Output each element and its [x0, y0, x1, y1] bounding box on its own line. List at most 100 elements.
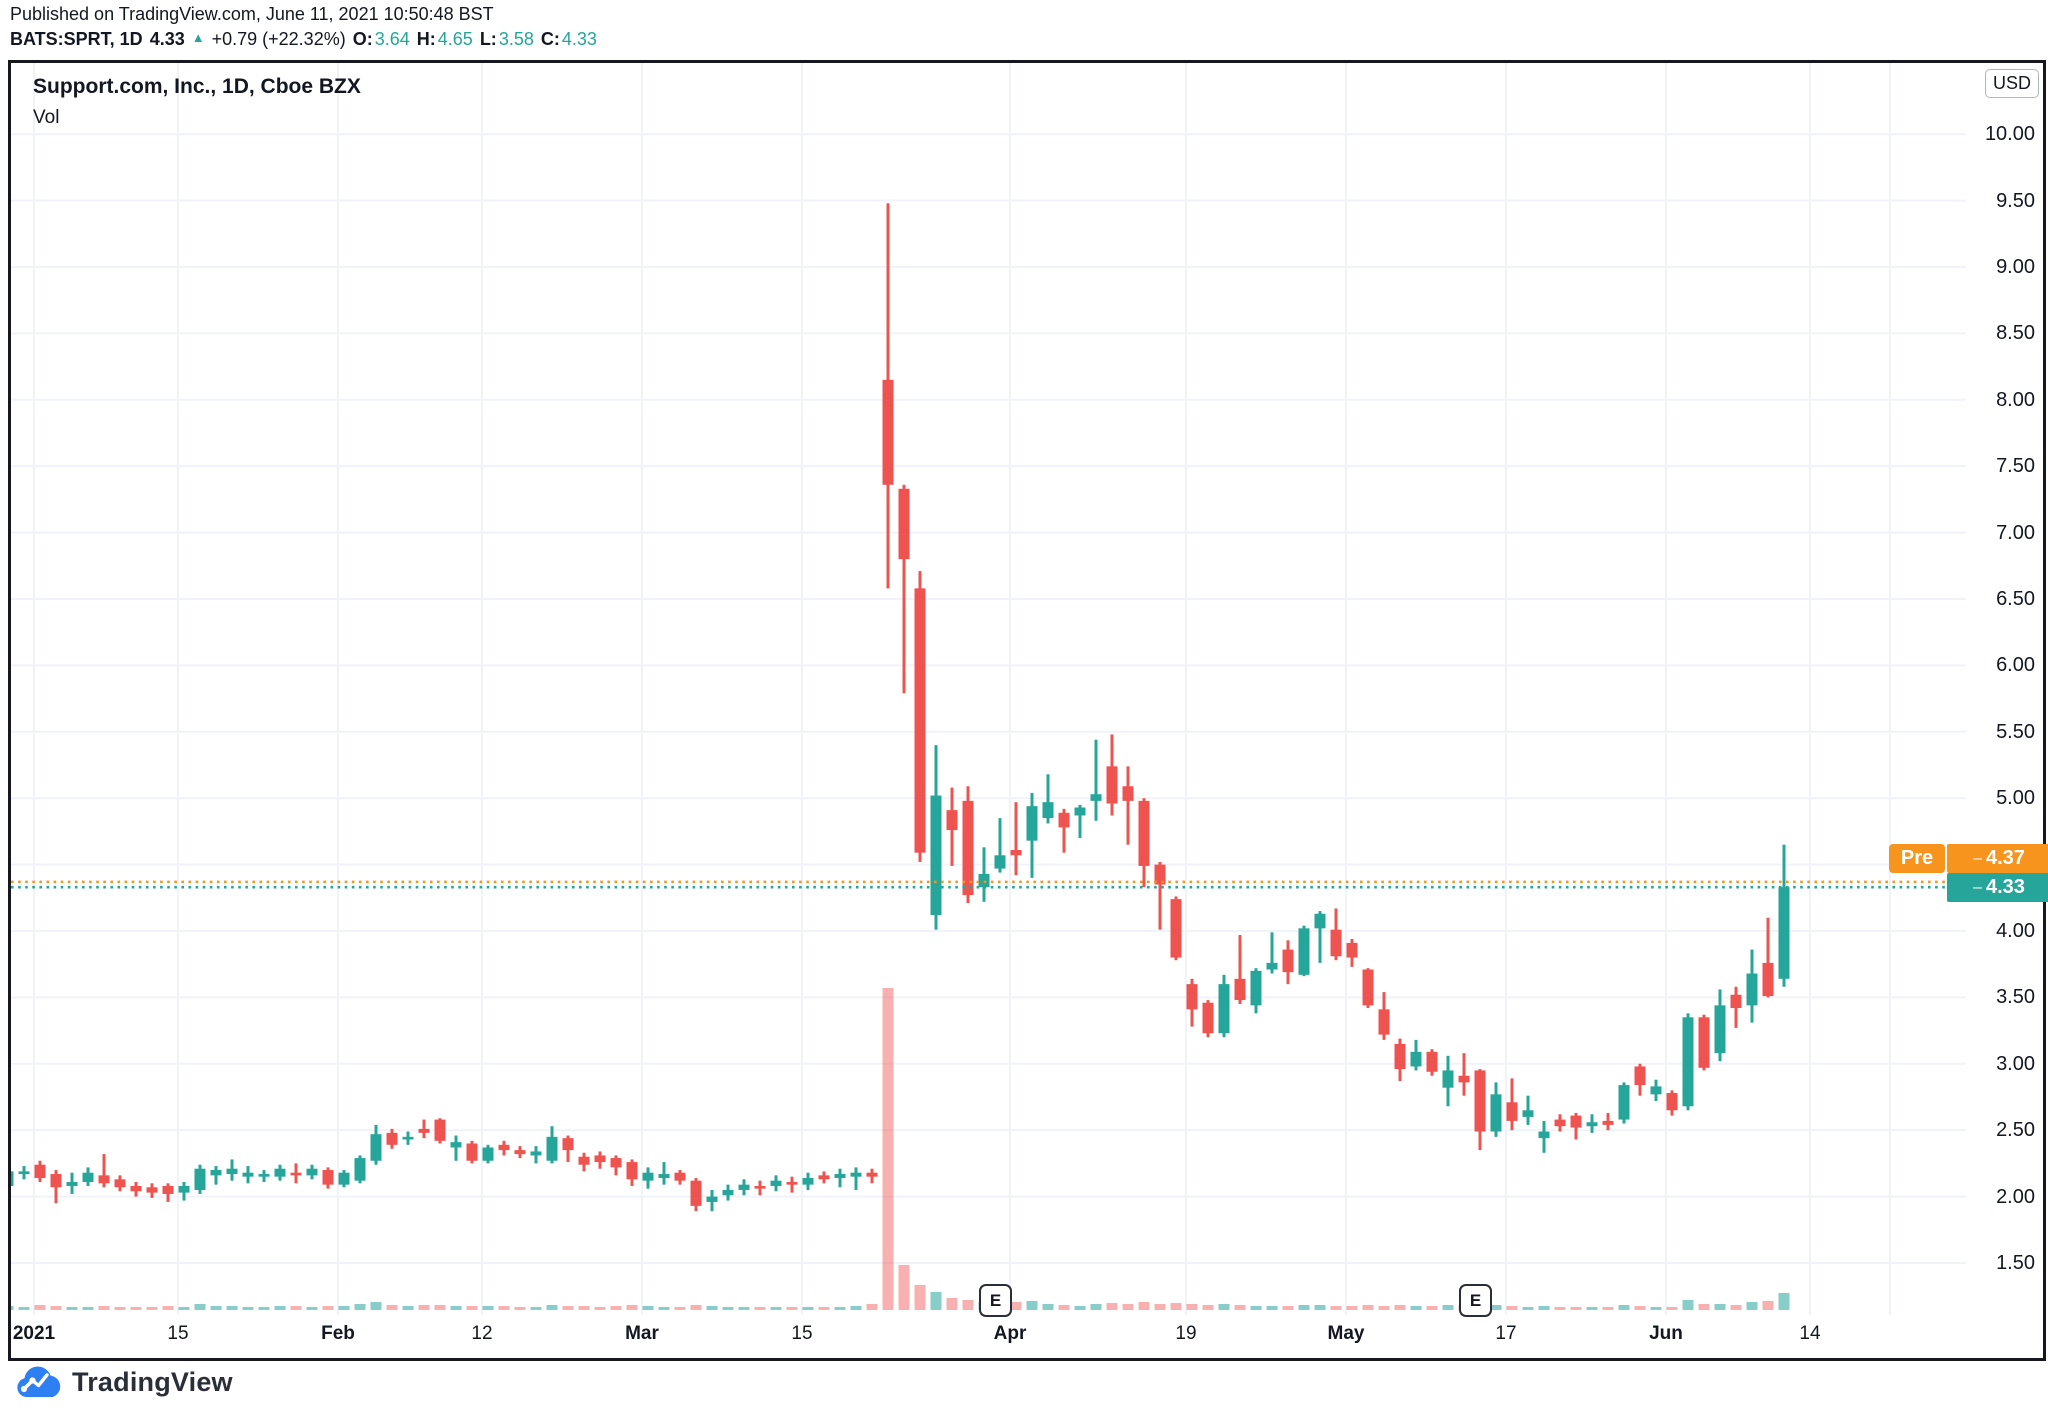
candle-body	[1474, 1070, 1486, 1132]
volume-bar	[1330, 1306, 1342, 1310]
candle-wick	[1078, 804, 1082, 839]
candle-body	[1090, 794, 1102, 801]
earnings-marker[interactable]: E	[1459, 1284, 1492, 1317]
price-axis-label: 5.00	[1996, 787, 2035, 810]
candle-body	[178, 1185, 190, 1193]
candle-body	[1186, 984, 1198, 1010]
time-axis-label: Jun	[1649, 1323, 1683, 1344]
price-axis-label: 6.50	[1996, 588, 2035, 610]
volume-bar	[658, 1307, 670, 1310]
price-axis-label: 7.50	[1996, 455, 2035, 478]
volume-bar	[1218, 1304, 1230, 1310]
volume-bar	[1730, 1305, 1742, 1310]
volume-bar	[1490, 1305, 1502, 1310]
volume-bar	[450, 1306, 462, 1310]
dash-icon: –	[1973, 878, 1982, 896]
candle-body	[1122, 786, 1134, 801]
candle-body	[706, 1196, 718, 1202]
candle-body	[1010, 849, 1022, 856]
candle-body	[946, 810, 958, 831]
volume-bar	[34, 1305, 46, 1310]
volume-bar	[1234, 1305, 1246, 1310]
last-price: 4.33	[149, 29, 185, 49]
candle-body	[466, 1143, 478, 1161]
ohlc-low: L: 3.58	[479, 29, 534, 49]
volume-bar	[1714, 1304, 1726, 1310]
candle-body	[994, 855, 1006, 869]
candle-body	[1234, 978, 1246, 1001]
candle-body	[1442, 1070, 1454, 1088]
candle-body	[1362, 969, 1374, 1006]
candle-body	[482, 1147, 494, 1161]
pre-market-pill: Pre	[1889, 844, 1945, 873]
candle-body	[1554, 1119, 1566, 1127]
candle-body	[1426, 1051, 1438, 1072]
candle-body	[594, 1155, 606, 1163]
volume-bar	[418, 1305, 430, 1310]
candle-body	[1170, 899, 1182, 958]
time-axis-label: Feb	[321, 1323, 355, 1344]
volume-bar	[1282, 1306, 1294, 1310]
price-axis-label: 5.50	[1996, 720, 2035, 743]
time-axis-label: 15	[791, 1323, 813, 1344]
candle-body	[418, 1128, 430, 1133]
candle-body	[242, 1172, 254, 1177]
candle-body	[322, 1170, 334, 1185]
volume-bar	[1602, 1307, 1614, 1310]
earnings-marker[interactable]: E	[979, 1284, 1012, 1317]
volume-bar	[770, 1307, 782, 1310]
price-change: +0.79 (+22.32%)	[211, 29, 346, 49]
candle-body	[1714, 1005, 1726, 1054]
candle-body	[866, 1172, 878, 1177]
candle-body	[114, 1179, 126, 1188]
candle-wick	[902, 484, 906, 694]
candle-body	[1298, 928, 1310, 975]
tradingview-logo[interactable]: TradingView	[16, 1366, 233, 1398]
ticker-row: BATS:SPRT, 1D 4.33 ▲ +0.79 (+22.32%) O: 3…	[10, 27, 597, 51]
volume-bar	[1618, 1305, 1630, 1310]
price-axis[interactable]: 10.00 9.50 9.00 8.50 8.00 7.50 7.00 6.50 6.00 5.5…	[1966, 63, 2043, 1358]
volume-bar	[578, 1306, 590, 1310]
candle-body	[130, 1185, 142, 1192]
time-axis-label: 2021	[12, 1323, 56, 1344]
candle-body	[11, 1171, 14, 1186]
candle-body	[1314, 913, 1326, 929]
volume-bar	[130, 1307, 142, 1310]
volume-bar	[546, 1305, 558, 1310]
volume-bar	[1346, 1306, 1358, 1310]
volume-bar	[1650, 1307, 1662, 1310]
price-axis-label: 4.00	[1996, 920, 2035, 942]
volume-bar	[386, 1305, 398, 1310]
volume-bar	[242, 1307, 254, 1310]
currency-toggle[interactable]: USD	[1985, 69, 2039, 98]
chart-canvas[interactable]	[11, 63, 2043, 1358]
volume-bar	[818, 1307, 830, 1310]
volume-bar	[1762, 1301, 1774, 1310]
volume-bar	[786, 1307, 798, 1310]
volume-bar	[1666, 1307, 1678, 1310]
volume-bar	[1746, 1302, 1758, 1310]
candle-body	[194, 1168, 206, 1190]
volume-bar	[1170, 1303, 1182, 1310]
candle-wick	[1062, 808, 1066, 853]
volume-bar	[338, 1306, 350, 1310]
candle-body	[1618, 1085, 1630, 1120]
candle-body	[162, 1185, 174, 1194]
volume-bar	[722, 1307, 734, 1310]
candle-body	[1730, 994, 1742, 1009]
volume-bar	[1298, 1305, 1310, 1310]
candle-body	[1410, 1051, 1422, 1067]
candle-body	[626, 1162, 638, 1180]
candle-body	[1458, 1075, 1470, 1083]
volume-bar	[1586, 1307, 1598, 1310]
volume-bar	[1522, 1307, 1534, 1310]
last-price-value: 4.33	[1985, 876, 2025, 898]
volume-bar	[1682, 1300, 1694, 1310]
candle-body	[962, 800, 974, 896]
candle-wick	[1318, 911, 1322, 963]
candle-body	[1586, 1122, 1598, 1127]
time-axis[interactable]: 2021 15 Feb 12 Mar 15 Apr 19 May 17 Jun 14	[11, 1321, 1966, 1351]
candle-body	[514, 1150, 526, 1155]
volume-bar	[1186, 1304, 1198, 1310]
